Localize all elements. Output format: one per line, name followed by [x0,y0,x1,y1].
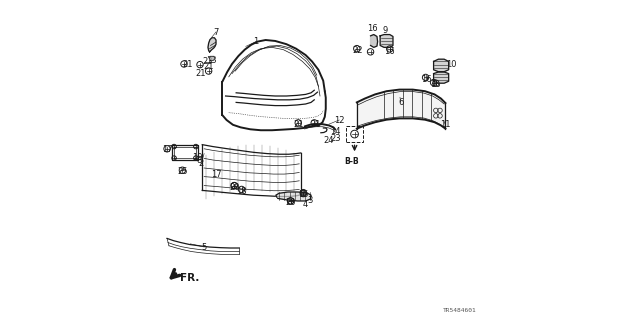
Text: 17: 17 [211,170,221,179]
Text: TR5484601: TR5484601 [443,308,477,313]
Polygon shape [434,59,449,72]
Text: 6: 6 [398,98,403,107]
Text: 24: 24 [324,136,334,145]
Text: 15: 15 [298,190,308,199]
Text: 16: 16 [431,80,441,89]
Text: 12: 12 [334,116,344,124]
Text: 22: 22 [353,46,363,55]
Text: 18: 18 [236,187,247,196]
Text: 16: 16 [367,24,378,33]
Text: 3: 3 [307,196,312,205]
Text: 1: 1 [253,37,259,46]
Text: 21: 21 [293,120,303,129]
Text: 14: 14 [330,127,340,136]
Text: 11: 11 [440,120,451,129]
Polygon shape [371,35,378,47]
Polygon shape [434,72,449,83]
Text: B-B: B-B [345,157,359,166]
Text: 2: 2 [198,159,204,168]
Text: 21: 21 [182,60,193,69]
Polygon shape [380,35,393,47]
Text: 21: 21 [196,69,206,78]
Text: FR.: FR. [180,273,199,284]
Text: 7: 7 [213,28,219,36]
Bar [346,126,363,142]
Text: 21: 21 [204,62,214,71]
Polygon shape [209,56,215,61]
Text: 16: 16 [385,47,395,56]
Text: 25: 25 [178,167,188,176]
Text: 13: 13 [207,56,217,65]
Polygon shape [276,192,311,201]
Text: 10: 10 [446,60,456,68]
Polygon shape [357,90,445,129]
Text: 20: 20 [285,198,296,207]
Text: 16: 16 [421,75,431,84]
Text: 5: 5 [202,243,207,252]
Text: 4: 4 [303,200,308,209]
Text: 17: 17 [162,145,172,154]
Text: 20: 20 [229,183,239,192]
Polygon shape [208,38,216,52]
Text: 21: 21 [310,120,321,129]
Text: 23: 23 [330,134,340,143]
Text: 23: 23 [202,57,212,66]
Text: 19: 19 [193,153,203,162]
Text: 8: 8 [196,156,202,164]
Text: 9: 9 [383,26,388,35]
